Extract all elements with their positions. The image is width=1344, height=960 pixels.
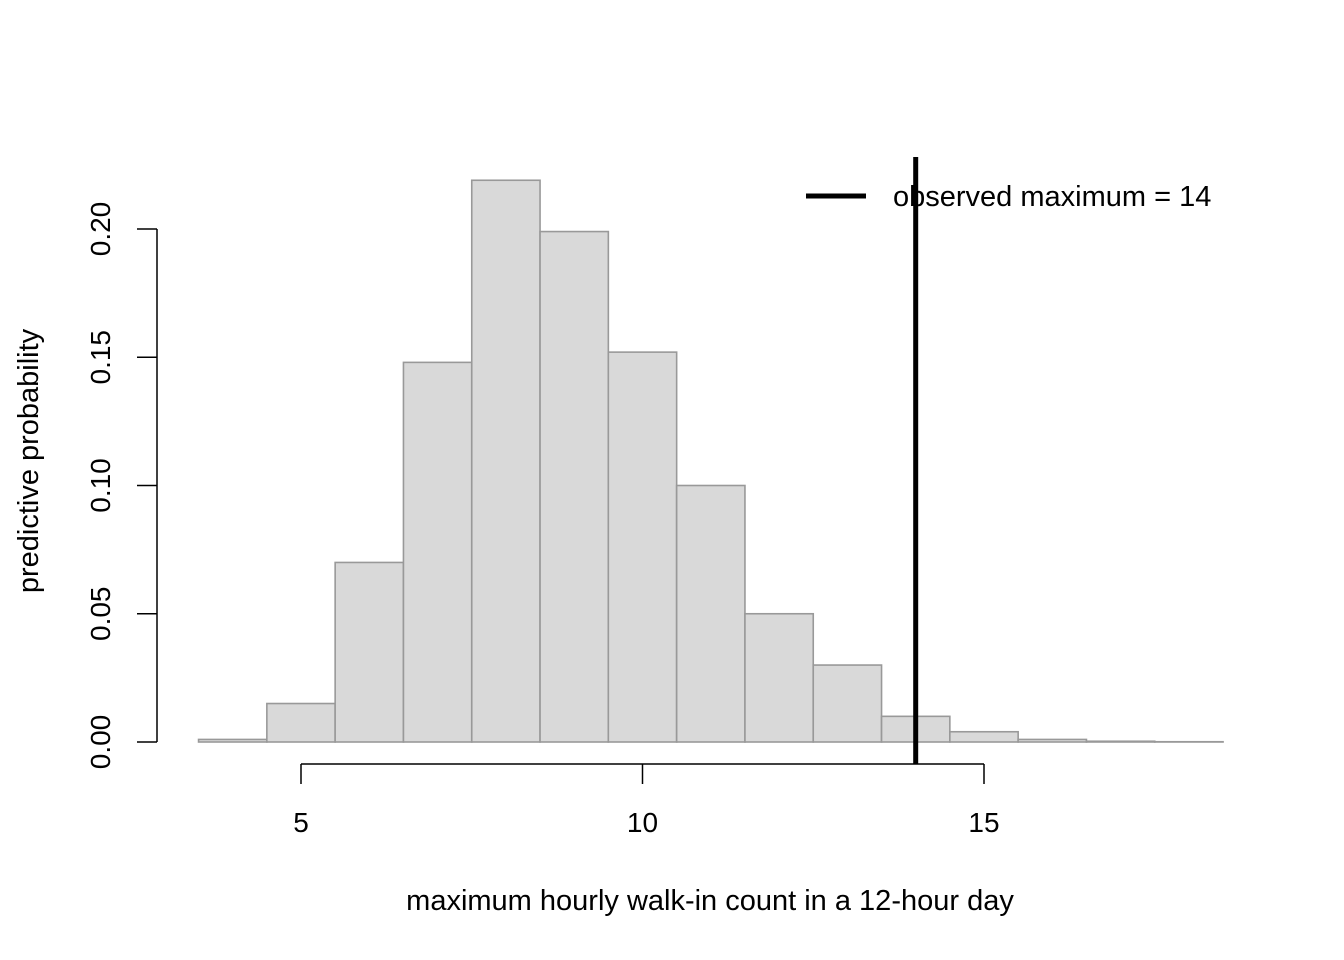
y-tick-label: 0.15 xyxy=(85,330,116,385)
histogram-bar xyxy=(1085,740,1156,743)
bars-layer xyxy=(197,179,1224,743)
histogram-bar xyxy=(334,561,405,743)
legend-label: observed maximum = 14 xyxy=(893,181,1211,213)
x-tick-label: 10 xyxy=(627,807,658,838)
x-axis: 5 10 15 xyxy=(293,763,1000,838)
x-tick-label: 5 xyxy=(293,807,309,838)
histogram-bar xyxy=(812,664,883,743)
y-tick-label: 0.00 xyxy=(85,715,116,770)
histogram-bar xyxy=(744,612,815,743)
y-axis: 0.00 0.05 0.10 0.15 0.20 xyxy=(85,202,158,770)
x-axis-label: maximum hourly walk-in count in a 12-hou… xyxy=(406,885,1014,917)
histogram-bar xyxy=(266,702,336,743)
histogram-bar xyxy=(539,230,610,743)
x-tick-label: 15 xyxy=(968,807,999,838)
y-tick-label: 0.10 xyxy=(85,458,116,513)
histogram-bar xyxy=(675,484,746,743)
y-tick-label: 0.20 xyxy=(85,202,116,257)
histogram-bar xyxy=(197,738,268,743)
y-axis-label: predictive probability xyxy=(13,328,45,593)
legend: observed maximum = 14 xyxy=(806,181,1211,213)
histogram-bar xyxy=(402,361,473,743)
histogram-bar xyxy=(470,179,541,743)
histogram-bar xyxy=(949,730,1019,743)
histogram-bar xyxy=(1017,738,1088,743)
y-tick-label: 0.05 xyxy=(85,587,116,642)
histogram-bar xyxy=(607,351,678,743)
